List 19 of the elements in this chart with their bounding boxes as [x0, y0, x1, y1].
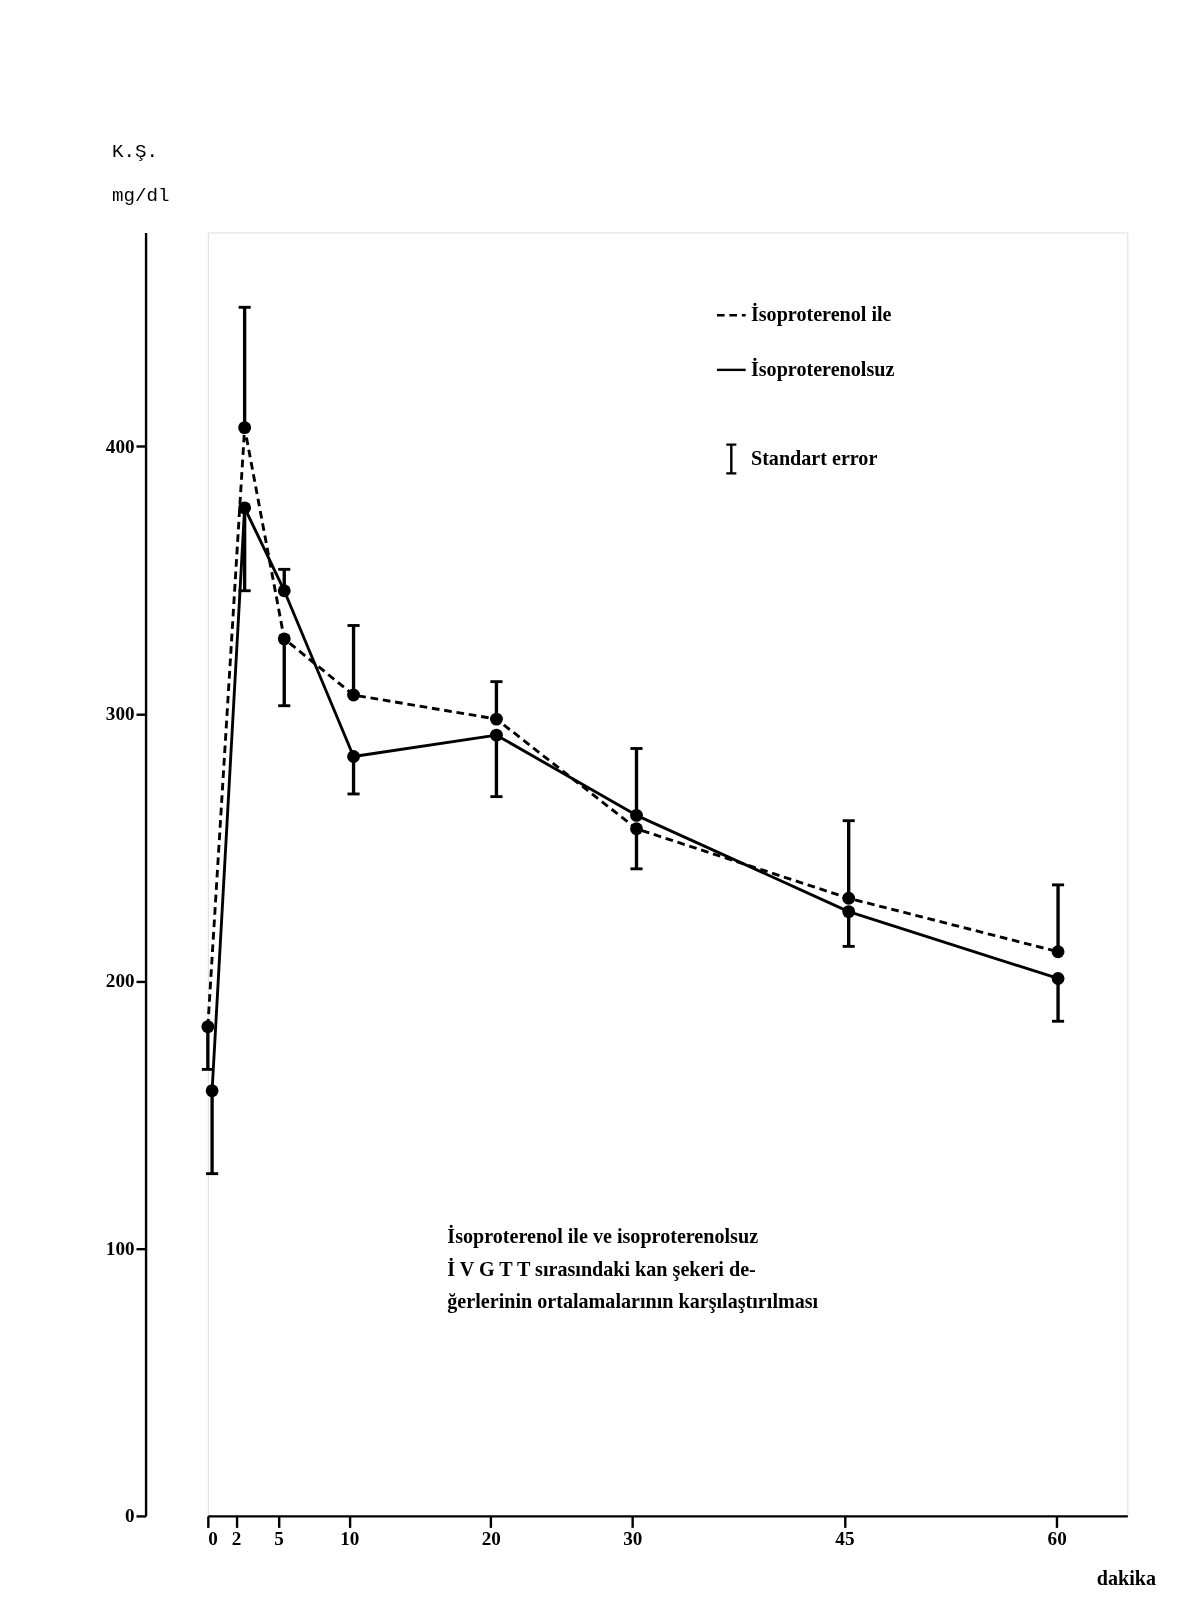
- x-tick-label: 5: [274, 1528, 284, 1550]
- y-tick-label: 300: [105, 702, 135, 724]
- y-axis-title: K.Ş. mg/dl: [112, 140, 170, 207]
- y-tick-label: 200: [105, 970, 135, 992]
- annotation: Standart error: [750, 446, 878, 469]
- x-tick-label: 60: [1047, 1528, 1067, 1550]
- x-tick-label: 0: [208, 1528, 218, 1550]
- legend-label: İsoproterenol ile: [750, 302, 892, 327]
- x-tick-label: 20: [481, 1528, 501, 1550]
- x-tick-label: 30: [623, 1528, 643, 1550]
- y-tick-label: 0: [125, 1505, 135, 1527]
- x-tick-label: 10: [340, 1528, 360, 1550]
- x-tick-label: 45: [835, 1528, 855, 1550]
- x-axis-title: dakika: [1096, 1566, 1157, 1589]
- y-tick-label: 100: [105, 1237, 135, 1259]
- y-tick-label: 400: [105, 435, 135, 457]
- legend-label: İsoproterenolsuz: [750, 356, 895, 381]
- x-tick-label: 2: [231, 1528, 242, 1550]
- annotation: İsoproterenol ile ve isoproterenolsuz İ V G T T sırasındaki kan şekeri de- ğerlerinin ortalamalarının karşılaştırılması: [447, 1223, 819, 1314]
